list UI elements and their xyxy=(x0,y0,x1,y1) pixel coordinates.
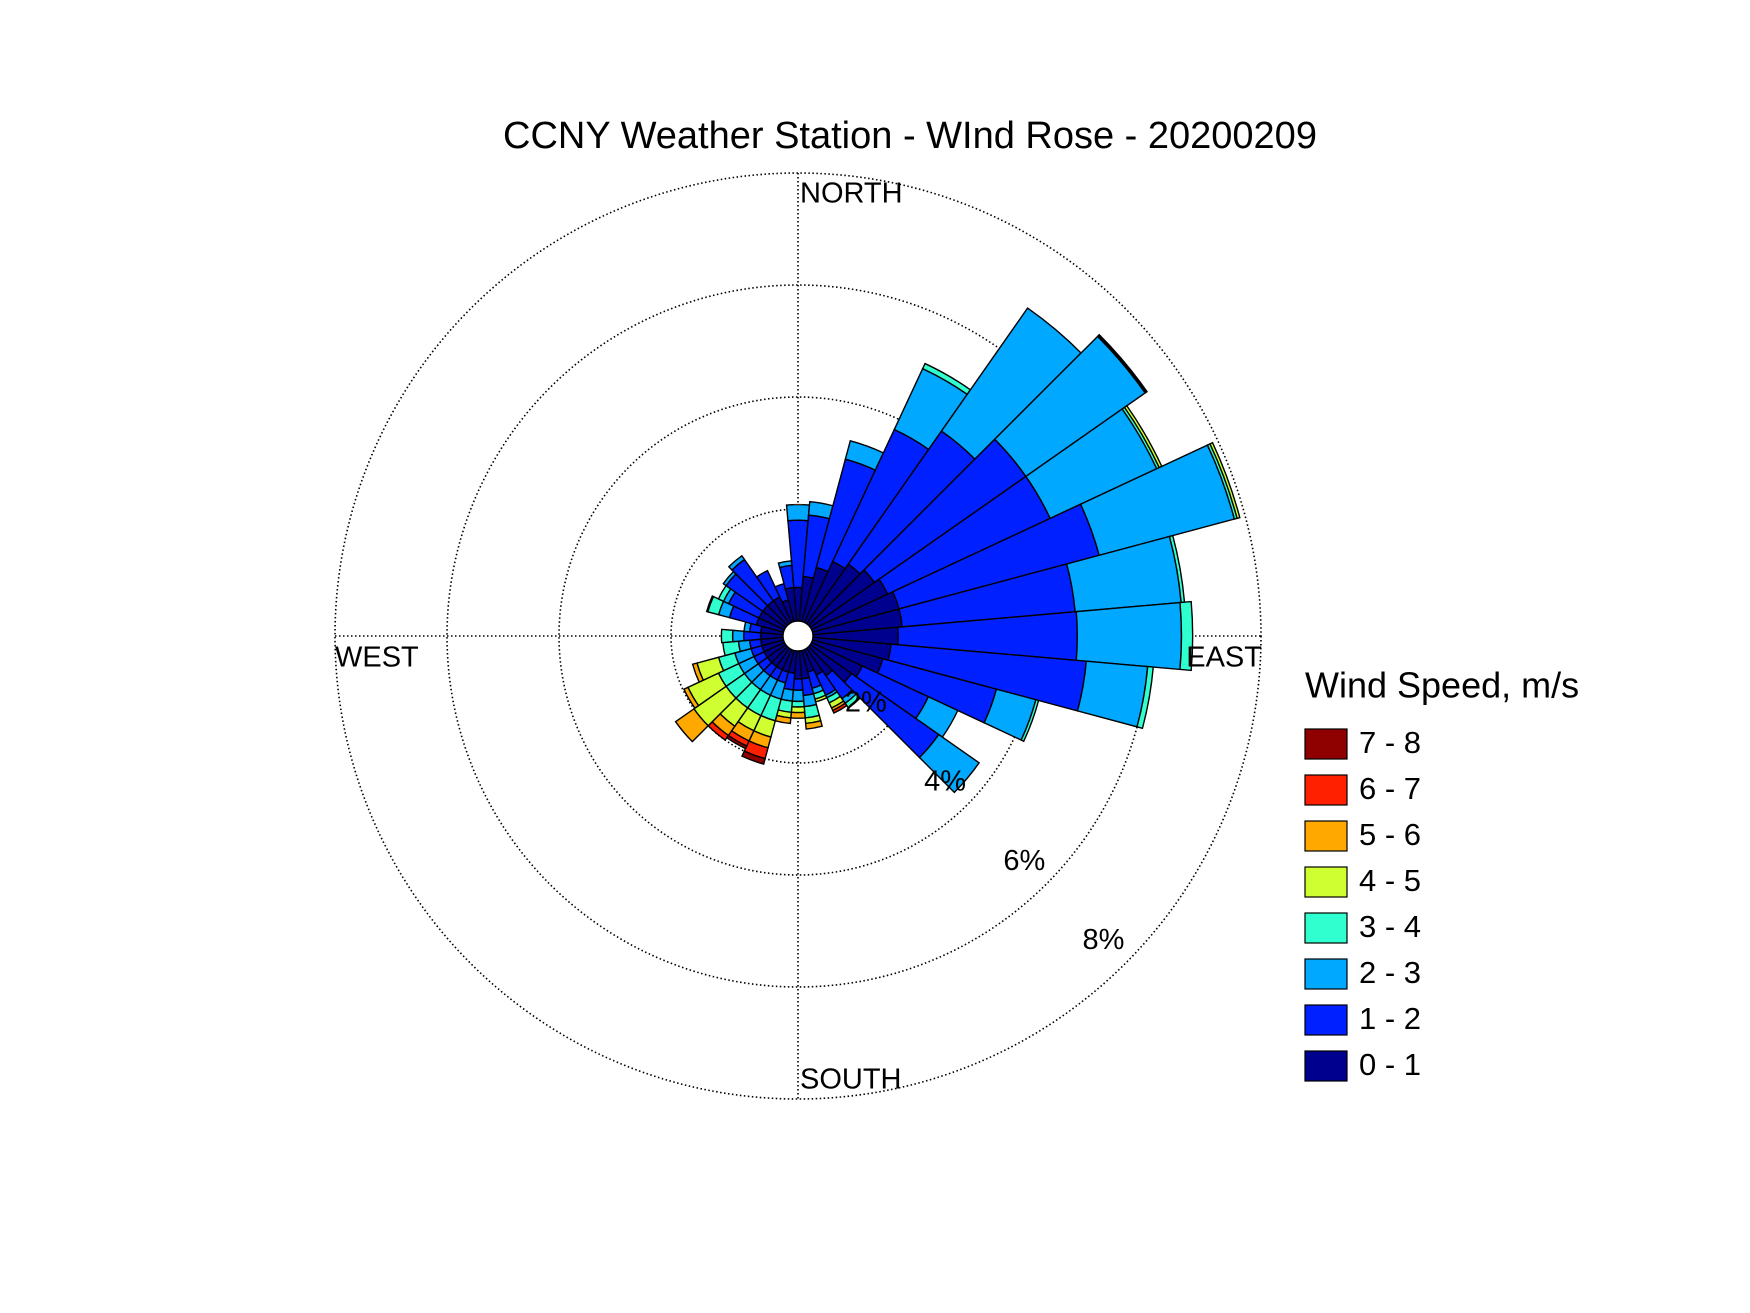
wedge-segment xyxy=(1075,601,1183,671)
legend-label: 7 - 8 xyxy=(1359,725,1421,760)
legend-swatch xyxy=(1304,912,1348,944)
wedge-segment xyxy=(804,719,824,730)
compass-label: NORTH xyxy=(800,178,903,210)
wedge-segment xyxy=(918,733,981,794)
wedge-segment xyxy=(790,711,806,719)
wedge-segment xyxy=(790,705,806,714)
wedge-segment xyxy=(1097,333,1148,394)
legend-swatch xyxy=(1304,866,1348,898)
wedge-segment xyxy=(674,707,710,743)
wedge-segment xyxy=(731,629,745,643)
wedge-segment xyxy=(844,693,862,709)
wedge-segment xyxy=(1020,698,1040,743)
center-hole xyxy=(782,620,814,652)
r-tick-label: 2% xyxy=(845,687,887,719)
wedge-segment xyxy=(727,554,746,571)
legend-label: 2 - 3 xyxy=(1359,955,1421,990)
wedge-segment xyxy=(705,595,715,613)
legend-label: 1 - 2 xyxy=(1359,1001,1421,1036)
compass-label: SOUTH xyxy=(800,1064,902,1096)
legend-label: 3 - 4 xyxy=(1359,909,1421,944)
legend-label: 6 - 7 xyxy=(1359,771,1421,806)
legend-swatch xyxy=(1304,728,1348,760)
legend-label: 0 - 1 xyxy=(1359,1047,1421,1082)
wedges xyxy=(674,307,1241,794)
r-tick-label: 6% xyxy=(1003,845,1045,877)
wedge-segment xyxy=(691,662,705,684)
wedge-segment xyxy=(831,702,848,714)
wedge-segment xyxy=(755,569,781,602)
wedge-segment xyxy=(720,628,734,644)
wedge-segment xyxy=(1179,600,1194,672)
legend-swatch xyxy=(1304,774,1348,806)
chart-title: CCNY Weather Station - WInd Rose - 20200… xyxy=(503,115,1317,157)
compass-label: EAST xyxy=(1186,642,1262,674)
legend-swatch xyxy=(1304,1004,1348,1036)
legend-label: 5 - 6 xyxy=(1359,817,1421,852)
wedge-segment xyxy=(777,560,793,569)
wedge-segment xyxy=(791,700,805,708)
wedge-segment xyxy=(1209,441,1241,520)
wedge-segment xyxy=(682,686,700,710)
legend-swatch xyxy=(1304,820,1348,852)
legend-title: Wind Speed, m/s xyxy=(1305,665,1579,706)
wedge-segment xyxy=(791,689,805,703)
wedge-segment xyxy=(1136,665,1154,730)
legend-swatch xyxy=(1304,1050,1348,1082)
wedge-segment xyxy=(785,503,811,522)
r-tick-label: 8% xyxy=(1083,924,1125,956)
compass-label: WEST xyxy=(335,642,419,674)
r-tick-label: 4% xyxy=(924,766,966,798)
wedge-segment xyxy=(741,750,766,765)
legend-label: 4 - 5 xyxy=(1359,863,1421,898)
legend-swatch xyxy=(1304,958,1348,990)
